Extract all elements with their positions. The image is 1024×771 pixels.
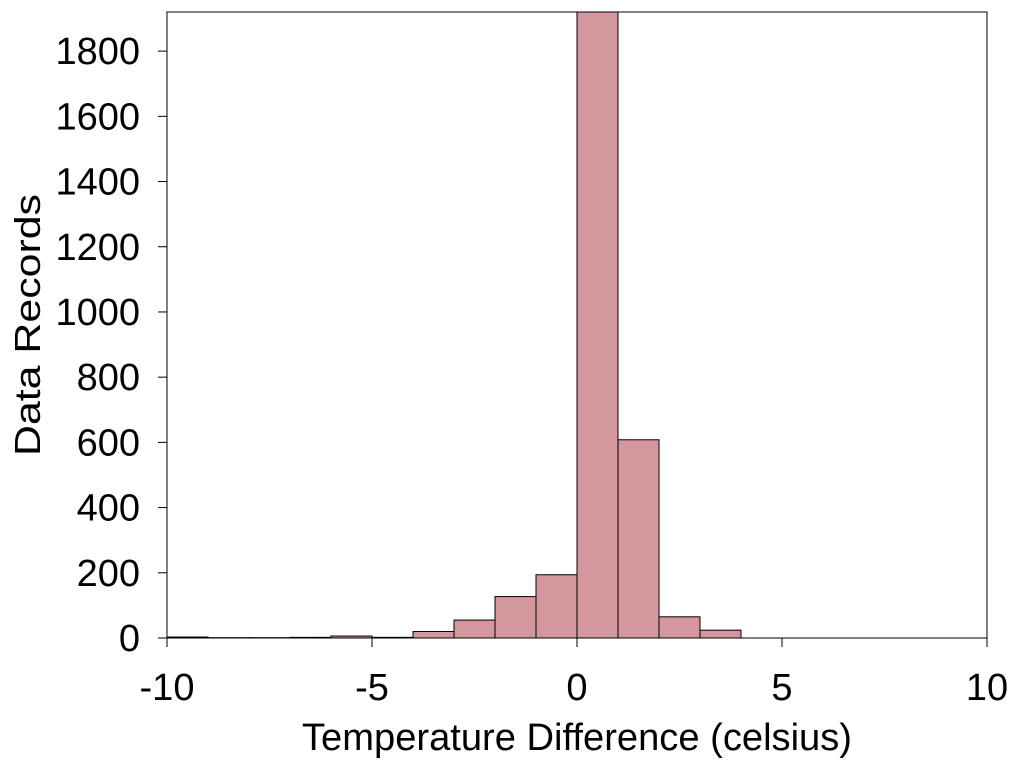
bars-group — [166, 11, 742, 639]
histogram-bar — [699, 629, 742, 639]
histogram-bar — [453, 619, 496, 639]
y-tick-label: 1800 — [55, 31, 140, 73]
histogram-bar — [576, 11, 619, 639]
y-tick-label: 0 — [119, 618, 140, 660]
x-tick-label: 10 — [966, 667, 1008, 709]
histogram-bar — [330, 635, 373, 639]
y-tick-label: 600 — [77, 422, 140, 464]
y-tick-label: 1400 — [55, 162, 140, 204]
histogram-bar — [412, 630, 455, 639]
y-tick-label: 800 — [77, 357, 140, 399]
histogram-bar — [535, 574, 578, 639]
y-tick-label: 200 — [77, 553, 140, 595]
y-tick-label: 400 — [77, 488, 140, 530]
x-tick-label: -10 — [140, 667, 195, 709]
y-tick-label: 1600 — [55, 96, 140, 138]
histogram-bar — [166, 636, 209, 639]
y-axis-label: Data Records — [7, 194, 48, 456]
histogram-bar — [494, 596, 537, 639]
y-tick-label: 1200 — [55, 227, 140, 269]
histogram-bar — [617, 439, 660, 639]
x-axis-label: Temperature Difference (celsius) — [302, 717, 852, 759]
histogram-bar — [658, 616, 701, 639]
x-tick-label: 5 — [771, 667, 792, 709]
x-tick-label: 0 — [566, 667, 587, 709]
y-axis-ticks: 0 200 400 600 800 1000 1200 1400 1600 1800 — [55, 31, 167, 660]
histogram-bar — [289, 636, 332, 639]
x-tick-label: -5 — [355, 667, 389, 709]
y-tick-label: 1000 — [55, 292, 140, 334]
histogram-bar — [371, 636, 414, 639]
x-axis-ticks: -10 -5 0 5 10 — [140, 638, 1008, 709]
